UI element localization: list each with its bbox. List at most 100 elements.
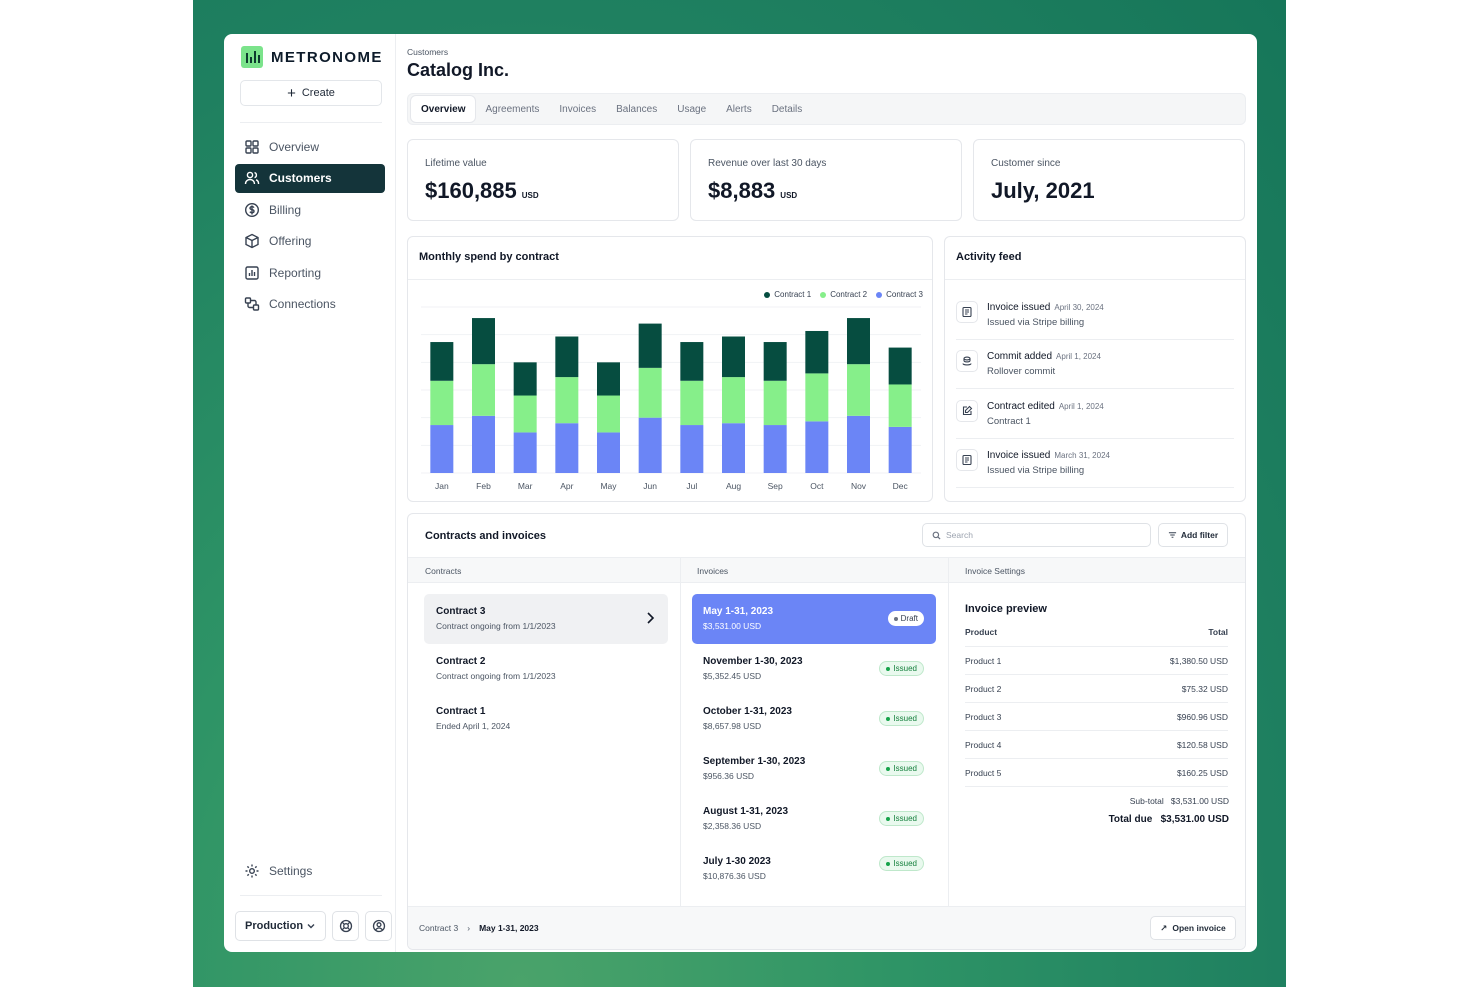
bar-contract-1-apr[interactable] — [555, 336, 579, 378]
activity-item[interactable]: Contract edited April 1, 2024 Contract 1 — [956, 390, 1234, 439]
logo[interactable]: METRONOME — [241, 46, 383, 68]
preview-total: $1,380.50 USD — [1169, 656, 1228, 666]
sidebar-item-label: Reporting — [269, 265, 322, 280]
bar-contract-3-aug[interactable] — [722, 423, 745, 473]
invoice-amount: $956.36 USD — [703, 771, 755, 781]
bar-contract-2-aug[interactable] — [722, 377, 745, 424]
account-button[interactable] — [365, 911, 392, 941]
activity-item[interactable]: Invoice issued March 31, 2024 Issued via … — [956, 439, 1234, 488]
sidebar-item-label: Billing — [269, 202, 302, 217]
sidebar-item-billing[interactable]: Billing — [235, 195, 385, 224]
invoice-row[interactable]: May 1-31, 2023 $3,531.00 USD Draft — [692, 594, 936, 644]
bar-contract-3-jun[interactable] — [638, 417, 662, 473]
bar-contract-2-jun[interactable] — [638, 367, 662, 418]
sidebar-item-connections[interactable]: Connections — [235, 290, 385, 319]
activity-item[interactable]: Invoice issued April 30, 2024 Issued via … — [956, 291, 1234, 340]
sidebar-item-settings[interactable]: Settings — [244, 863, 312, 879]
tab-details[interactable]: Details — [771, 103, 803, 115]
bar-contract-1-jan[interactable] — [430, 342, 454, 381]
preview-total: $960.96 USD — [1176, 712, 1228, 722]
legend-item-contract-1[interactable]: Contract 1 — [764, 290, 811, 299]
preview-total: $75.32 USD — [1181, 684, 1228, 694]
contract-name: Contract 3 — [436, 606, 486, 617]
environment-value: Production — [245, 920, 304, 932]
x-tick-label: Oct — [810, 481, 824, 491]
chart-panel-title: Monthly spend by contract — [419, 251, 559, 263]
bar-contract-2-sep[interactable] — [763, 380, 787, 426]
x-tick-label: Jan — [435, 481, 449, 491]
legend-swatch — [876, 291, 883, 298]
bar-contract-1-may[interactable] — [597, 362, 620, 396]
invoice-row[interactable]: November 1-30, 2023 $5,352.45 USD Issued — [692, 644, 936, 694]
invoice-row[interactable]: July 1-30 2023 $10,876.36 USD Issued — [692, 844, 936, 894]
crumb-contract[interactable]: Contract 3 — [419, 923, 459, 933]
invoice-row[interactable]: September 1-30, 2023 $956.36 USD Issued — [692, 744, 936, 794]
sidebar-item-customers[interactable]: Customers — [235, 163, 385, 193]
bar-contract-3-sep[interactable] — [763, 425, 787, 473]
bar-contract-1-nov[interactable] — [847, 318, 870, 365]
stat-amount: July, 2021 — [991, 178, 1095, 203]
x-tick-label: Aug — [726, 481, 741, 491]
legend-item-contract-2[interactable]: Contract 2 — [820, 290, 867, 299]
open-invoice-button[interactable]: ↗ Open invoice — [1150, 916, 1236, 940]
environment-select[interactable]: Production — [235, 911, 326, 941]
bar-contract-3-dec[interactable] — [888, 426, 912, 473]
tab-balances[interactable]: Balances — [616, 103, 658, 115]
tab-alerts[interactable]: Alerts — [726, 103, 752, 115]
activity-item[interactable]: Commit added April 1, 2024 Rollover commi… — [956, 340, 1234, 389]
preview-row: Product 1 $1,380.50 USD — [965, 647, 1228, 675]
bar-contract-3-nov[interactable] — [847, 415, 870, 473]
x-tick-label: Sep — [768, 481, 783, 491]
invoice-period: July 1-30 2023 — [703, 856, 771, 867]
activity-title: Contract edited April 1, 2024 — [987, 401, 1104, 412]
invoice-row[interactable]: October 1-31, 2023 $8,657.98 USD Issued — [692, 694, 936, 744]
bar-contract-3-apr[interactable] — [555, 423, 579, 473]
bar-contract-2-jul[interactable] — [680, 380, 704, 426]
bar-contract-1-jun[interactable] — [638, 323, 662, 368]
bar-contract-3-oct[interactable] — [805, 421, 829, 473]
tab-invoices[interactable]: Invoices — [559, 103, 597, 115]
contract-row-contract-1[interactable]: Contract 1 Ended April 1, 2024 — [424, 694, 668, 744]
bar-contract-3-jul[interactable] — [680, 425, 704, 473]
bar-contract-2-apr[interactable] — [555, 377, 579, 424]
crumb-invoice: May 1-31, 2023 — [479, 923, 539, 933]
monthly-spend-chart: Jan Feb Mar Apr May Jun Jul Aug Sep Oct Nov Dec — [421, 306, 921, 491]
bar-contract-2-dec[interactable] — [888, 384, 912, 427]
sidebar-divider — [240, 122, 382, 123]
bar-contract-1-sep[interactable] — [763, 342, 787, 381]
sidebar-item-reporting[interactable]: Reporting — [235, 258, 385, 287]
bar-contract-1-feb[interactable] — [472, 318, 495, 365]
box-icon — [245, 233, 259, 249]
bar-contract-2-feb[interactable] — [472, 364, 495, 416]
sidebar-item-overview[interactable]: Overview — [235, 132, 385, 161]
breadcrumb[interactable]: Customers — [407, 47, 449, 57]
tab-agreements[interactable]: Agreements — [485, 103, 540, 115]
invoice-row[interactable]: August 1-31, 2023 $2,358.36 USD Issued — [692, 794, 936, 844]
help-button[interactable] — [332, 911, 359, 941]
bar-contract-1-aug[interactable] — [722, 336, 745, 378]
invoice-total-due: Total due $3,531.00 USD — [1109, 814, 1229, 825]
bar-contract-2-mar[interactable] — [513, 395, 537, 433]
legend-item-contract-3[interactable]: Contract 3 — [876, 290, 923, 299]
bar-contract-1-jul[interactable] — [680, 342, 704, 381]
sidebar-item-offering[interactable]: Offering — [235, 227, 385, 256]
create-button[interactable]: + Create — [240, 80, 382, 106]
bar-contract-2-oct[interactable] — [805, 373, 829, 422]
contract-row-contract-3[interactable]: Contract 3 Contract ongoing from 1/1/202… — [424, 594, 668, 644]
bar-contract-1-dec[interactable] — [888, 347, 912, 385]
bar-contract-2-nov[interactable] — [847, 364, 870, 416]
bar-contract-1-mar[interactable] — [513, 362, 537, 396]
bar-contract-2-may[interactable] — [597, 395, 620, 433]
search-input[interactable]: Search — [922, 523, 1151, 547]
bar-contract-3-jan[interactable] — [430, 425, 454, 473]
bar-contract-3-may[interactable] — [597, 432, 620, 473]
bar-contract-1-oct[interactable] — [805, 330, 829, 374]
contract-row-contract-2[interactable]: Contract 2 Contract ongoing from 1/1/202… — [424, 644, 668, 694]
add-filter-button[interactable]: Add filter — [1158, 523, 1228, 547]
invoice-period: August 1-31, 2023 — [703, 806, 789, 817]
tab-usage[interactable]: Usage — [677, 103, 707, 115]
bar-contract-2-jan[interactable] — [430, 380, 454, 426]
bar-contract-3-feb[interactable] — [472, 415, 495, 473]
tab-overview[interactable]: Overview — [411, 96, 476, 122]
bar-contract-3-mar[interactable] — [513, 432, 537, 473]
